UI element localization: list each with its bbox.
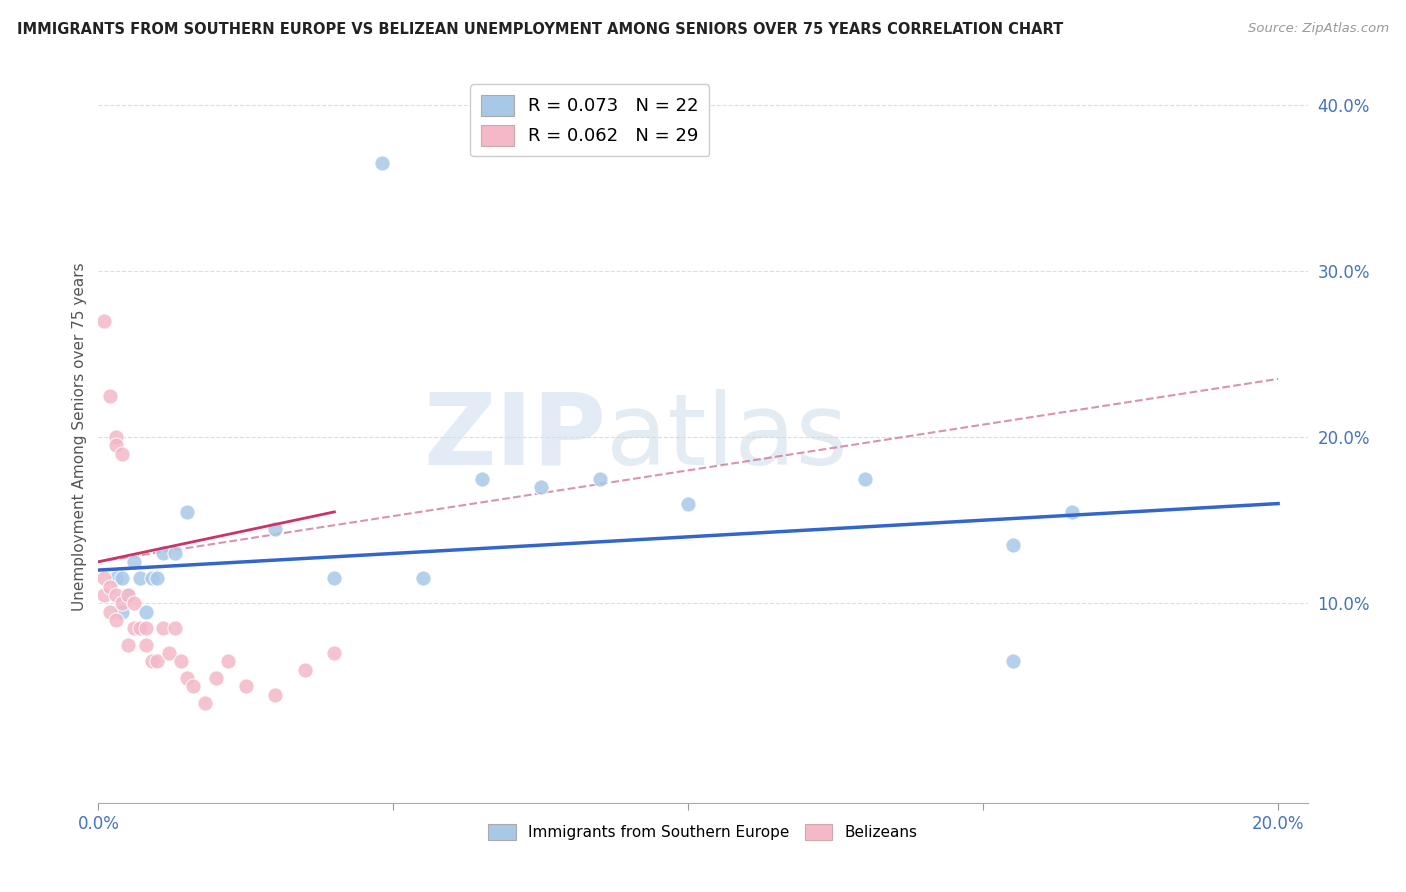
Point [105,613,128,627]
Point [141,571,163,585]
Point [105,438,128,452]
Point [235,680,257,694]
Point [323,571,346,585]
Point [117,588,139,602]
Point [217,655,239,669]
Point [111,571,134,585]
Point [165,621,187,635]
Point [853,472,876,486]
Point [111,596,134,610]
Point [471,472,494,486]
Point [152,546,174,560]
Point [157,646,180,660]
Text: ZIP: ZIP [423,389,606,485]
Text: atlas: atlas [606,389,848,485]
Point [128,621,150,635]
Point [122,555,145,569]
Text: Source: ZipAtlas.com: Source: ZipAtlas.com [1249,22,1389,36]
Y-axis label: Unemployment Among Seniors over 75 years: Unemployment Among Seniors over 75 years [72,263,87,611]
Point [589,472,612,486]
Point [146,571,169,585]
Point [181,680,204,694]
Point [135,638,157,652]
Point [141,655,163,669]
Point [111,447,134,461]
Point [412,571,434,585]
Point [135,605,157,619]
Point [170,655,193,669]
Point [1060,505,1083,519]
Point [135,621,157,635]
Point [165,546,187,560]
Point [146,655,169,669]
Point [93,571,115,585]
Point [122,621,145,635]
Point [678,497,700,511]
Point [105,588,128,602]
Point [105,571,128,585]
Legend: Immigrants from Southern Europe, Belizeans: Immigrants from Southern Europe, Belizea… [482,818,924,847]
Point [105,430,128,444]
Point [205,671,228,685]
Point [98,388,121,402]
Point [176,505,198,519]
Point [122,596,145,610]
Point [370,155,392,169]
Point [152,621,174,635]
Point [530,480,553,494]
Point [117,638,139,652]
Point [98,580,121,594]
Point [323,646,346,660]
Point [128,571,150,585]
Point [264,688,287,702]
Text: IMMIGRANTS FROM SOUTHERN EUROPE VS BELIZEAN UNEMPLOYMENT AMONG SENIORS OVER 75 Y: IMMIGRANTS FROM SOUTHERN EUROPE VS BELIZ… [17,22,1063,37]
Point [1001,538,1024,552]
Point [294,663,316,677]
Point [176,671,198,685]
Point [111,605,134,619]
Point [117,588,139,602]
Point [194,696,217,710]
Point [1001,655,1024,669]
Point [264,521,287,535]
Point [93,314,115,328]
Point [93,588,115,602]
Point [98,605,121,619]
